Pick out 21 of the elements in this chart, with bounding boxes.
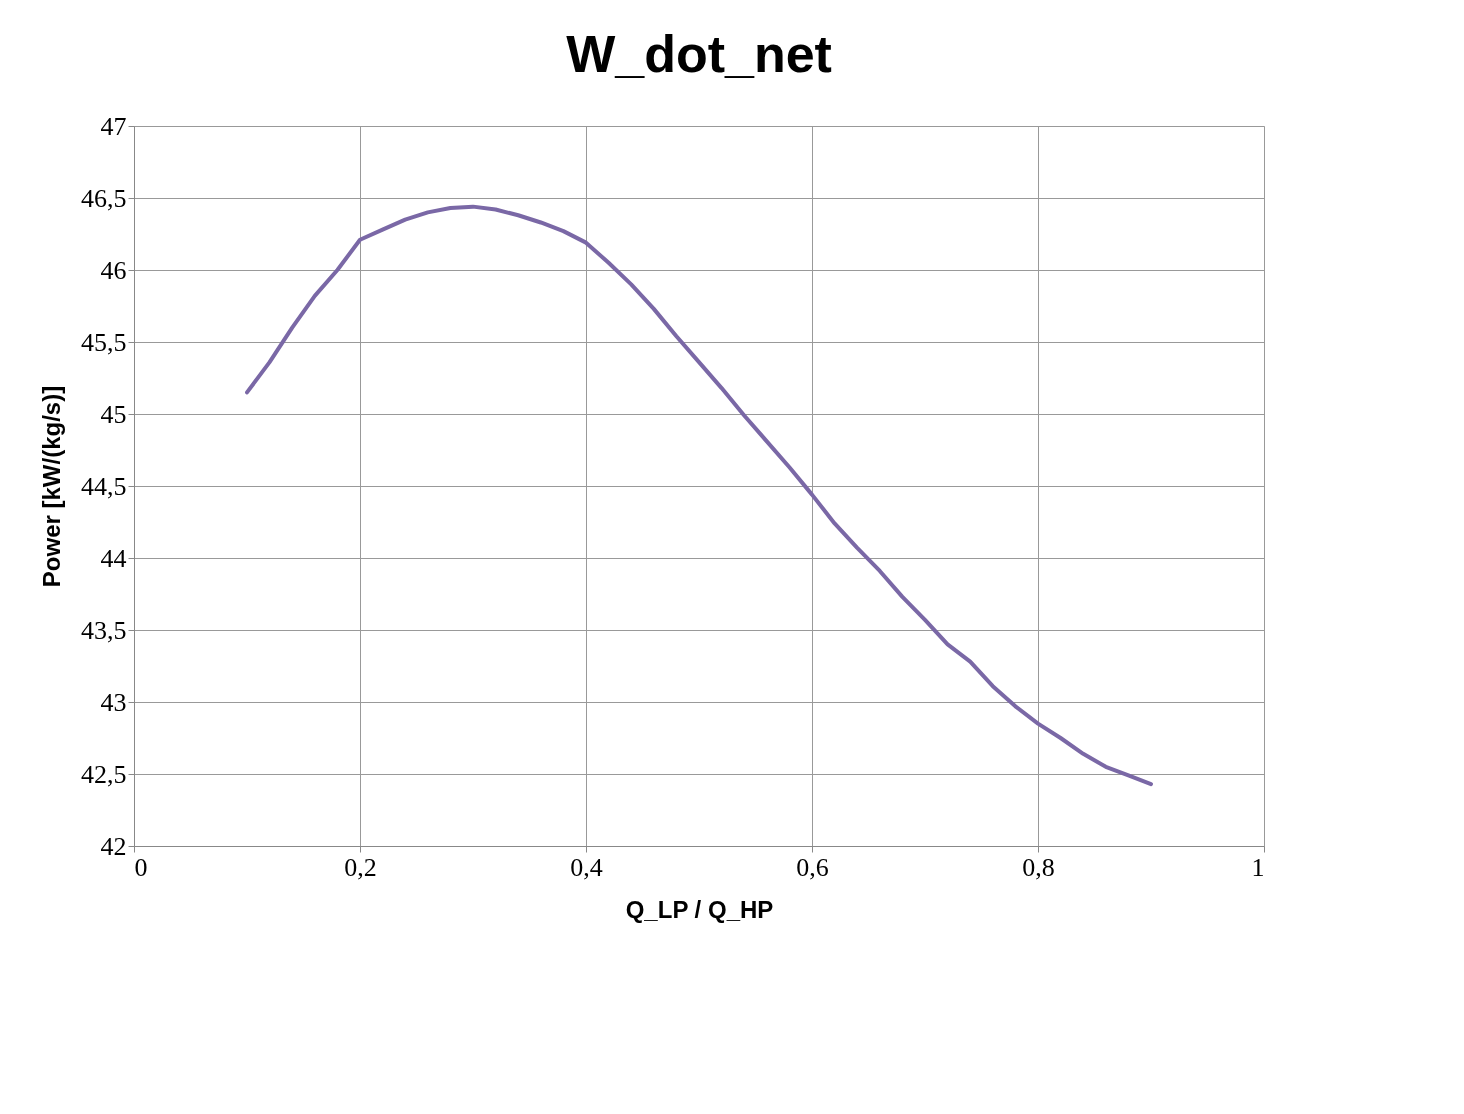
x-tick-label: 0,6 bbox=[796, 852, 829, 882]
y-tick-label: 44,5 bbox=[81, 471, 127, 501]
x-axis-title: Q_LP / Q_HP bbox=[625, 895, 774, 923]
x-tick-label: 0,4 bbox=[570, 852, 603, 882]
y-tick-label: 42,5 bbox=[81, 759, 127, 789]
line-series bbox=[245, 204, 1153, 787]
y-tick-label: 43,5 bbox=[81, 615, 127, 645]
y-tick-label: 43 bbox=[100, 687, 127, 717]
y-tick-label: 47 bbox=[100, 111, 127, 141]
y-tick-label: 46,5 bbox=[81, 183, 127, 213]
y-tick-label: 45,5 bbox=[81, 327, 127, 357]
x-tick-label: 0,2 bbox=[344, 852, 377, 882]
y-tick-label: 45 bbox=[100, 399, 127, 429]
x-tick-label: 1 bbox=[1251, 852, 1265, 882]
y-axis-title: Power [kW/(kg/s)] bbox=[38, 385, 65, 588]
x-tick-label: 0 bbox=[134, 852, 148, 882]
y-tick-label: 46 bbox=[100, 255, 127, 285]
x-tick-label: 0,8 bbox=[1022, 852, 1055, 882]
y-tick-label: 44 bbox=[100, 543, 127, 573]
y-tick-label: 42 bbox=[100, 831, 127, 861]
chart-title: W_dot_net bbox=[566, 25, 832, 83]
